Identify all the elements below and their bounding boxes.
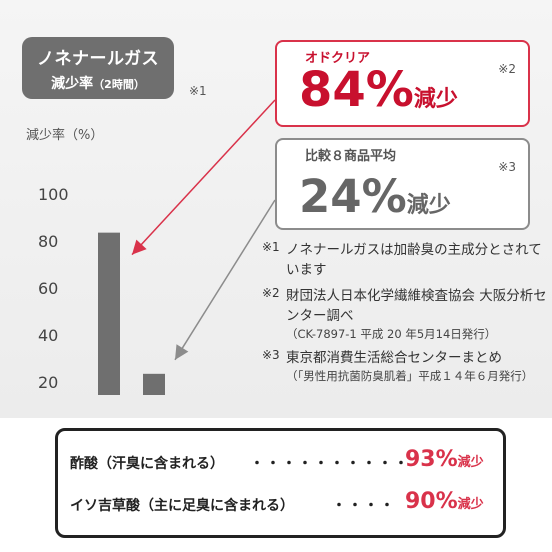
callout-suffix: 減少	[413, 87, 458, 112]
y-tick-label: 20	[38, 373, 59, 393]
footnote-text: 財団法人日本化学繊維検査協会 大阪分析センター調べ	[286, 288, 547, 324]
callout-value: 84%減少	[299, 62, 458, 118]
callout-value: 24%減少	[299, 170, 451, 223]
callout-label: 比較８商品平均	[305, 149, 397, 164]
bar-chart	[98, 99, 276, 395]
footnote-3: ※3 東京都消費生活総合センターまとめ （「男性用抗菌防臭肌着」平成１４年６月発…	[262, 348, 547, 384]
callout-percent: 84%	[299, 62, 414, 118]
acid-name: イソ吉草酸（主に足臭に含まれる）	[70, 498, 294, 514]
chart-title: ノネナールガス	[37, 49, 159, 69]
y-axis-label: 減少率（%）	[26, 128, 104, 143]
chart-subtitle: 減少率（2時間）	[22, 73, 174, 93]
arrow-head-icon	[175, 344, 189, 360]
acid-percent-value: 93%	[405, 447, 458, 472]
footnote-mark: ※3	[262, 348, 280, 362]
callout-suffix: 減少	[406, 193, 451, 218]
y-tick-label: 100	[38, 185, 69, 204]
footnotes: ※1 ノネナールガスは加齢臭の主成分とされています ※2 財団法人日本化学繊維検…	[262, 240, 547, 390]
callout-arrow-2	[174, 199, 276, 361]
footnote-subtext: （CK-7897-1 平成 20 年5月14日発行）	[286, 327, 497, 341]
footnote-subtext: （「男性用抗菌防臭肌着」平成１４年６月発行）	[286, 369, 534, 383]
footnote-text: 東京都消費生活総合センターまとめ	[286, 350, 502, 366]
callout-arrow-1	[131, 99, 276, 256]
bar-1	[98, 232, 120, 395]
acid-percent-value: 90%	[405, 489, 458, 514]
callout-average: 比較８商品平均 ※3 24%減少	[275, 138, 530, 230]
acid-percent: 93%減少	[405, 447, 484, 472]
y-tick-label: 40	[38, 326, 59, 346]
leader-dots: ・・・・	[332, 498, 396, 514]
leader-dots: ・・・・・・・・・・	[250, 456, 410, 472]
subtitle-text: 減少率	[51, 76, 94, 92]
y-tick-label: 80	[38, 232, 59, 252]
callout-label: オドクリア	[305, 51, 371, 66]
acid-name: 酢酸（汗臭に含まれる）	[70, 456, 224, 472]
bar-2	[143, 373, 165, 395]
footnote-2: ※2 財団法人日本化学繊維検査協会 大阪分析センター調べ （CK-7897-1 …	[262, 286, 547, 342]
footnote-text: ノネナールガスは加齢臭の主成分とされています	[286, 242, 542, 278]
arrow-head-icon	[132, 239, 147, 255]
acid-reduction-box: 酢酸（汗臭に含まれる） ・・・・・・・・・・ 93%減少 イソ吉草酸（主に足臭に…	[55, 428, 506, 538]
acid-percent-suffix: 減少	[457, 455, 484, 470]
acid-row-isovaleric: イソ吉草酸（主に足臭に含まれる） ・・・・ 90%減少	[70, 489, 490, 519]
subtitle-note: （2時間）	[93, 78, 145, 91]
chart-title-badge: ノネナールガス 減少率（2時間）	[22, 37, 174, 99]
callout-reference: ※2	[498, 62, 516, 76]
footnote-1: ※1 ノネナールガスは加齢臭の主成分とされています	[262, 240, 547, 280]
callout-reference: ※3	[498, 160, 516, 174]
footnote-mark: ※2	[262, 286, 280, 300]
callout-odoclear: オドクリア ※2 84%減少	[275, 40, 530, 127]
acid-row-acetic: 酢酸（汗臭に含まれる） ・・・・・・・・・・ 93%減少	[70, 447, 490, 477]
title-reference: ※1	[189, 84, 207, 98]
footnote-mark: ※1	[262, 240, 280, 254]
acid-percent-suffix: 減少	[457, 497, 484, 512]
callout-percent: 24%	[299, 170, 407, 223]
acid-percent: 90%減少	[405, 489, 484, 514]
y-tick-label: 60	[38, 279, 59, 299]
